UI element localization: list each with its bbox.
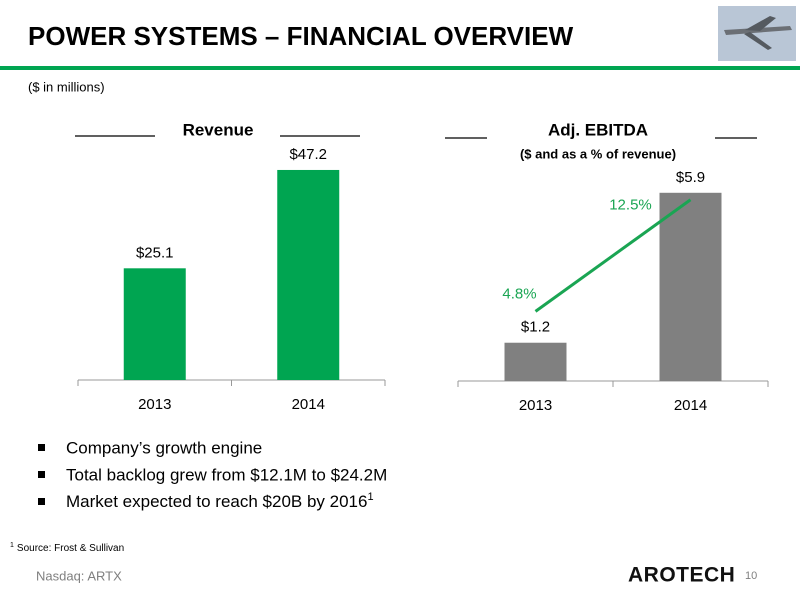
line-label: 4.8% bbox=[502, 285, 536, 302]
bullets: Company’s growth engine Total backlog gr… bbox=[38, 438, 387, 511]
footnote: 1 Source: Frost & Sullivan bbox=[10, 542, 124, 554]
bullet-marker bbox=[38, 471, 45, 478]
data-label: $25.1 bbox=[136, 244, 174, 261]
line-label: 12.5% bbox=[609, 197, 652, 214]
bullet-text: Company’s growth engine bbox=[66, 438, 262, 457]
chart-title: Adj. EBITDA bbox=[548, 120, 648, 139]
x-tick-label: 2014 bbox=[292, 396, 325, 413]
chart-title: Revenue bbox=[183, 120, 254, 139]
bar bbox=[659, 192, 722, 381]
footnote-text: Source: Frost & Sullivan bbox=[17, 543, 124, 554]
x-tick-label: 2013 bbox=[519, 397, 552, 414]
header-rule bbox=[0, 66, 800, 70]
title-rules bbox=[75, 135, 757, 139]
bullet-text: Market expected to reach $20B by 2016 bbox=[66, 492, 367, 511]
footnote-ref: 1 bbox=[367, 491, 373, 503]
bar bbox=[504, 342, 567, 381]
x-tick-label: 2013 bbox=[138, 396, 171, 413]
x-tick-label: 2014 bbox=[674, 397, 707, 414]
footnote-marker: 1 bbox=[10, 542, 14, 549]
slide-title: POWER SYSTEMS – FINANCIAL OVERVIEW bbox=[28, 21, 574, 51]
drone-image bbox=[718, 6, 796, 61]
bullet-text: Market expected to reach $20B by 20161 bbox=[66, 491, 374, 512]
bar bbox=[123, 268, 186, 380]
bullet-text: Total backlog grew from $12.1M to $24.2M bbox=[66, 465, 387, 484]
data-label: $1.2 bbox=[521, 319, 550, 336]
bullet-marker bbox=[38, 444, 45, 451]
line-series bbox=[534, 198, 692, 313]
bar bbox=[277, 169, 340, 380]
data-label: $5.9 bbox=[676, 169, 705, 186]
ticker: Nasdaq: ARTX bbox=[36, 568, 122, 583]
data-label: $47.2 bbox=[289, 146, 327, 163]
chart-subtitle: ($ and as a % of revenue) bbox=[520, 146, 676, 161]
bullet-marker bbox=[38, 498, 45, 505]
page-number: 10 bbox=[745, 570, 757, 582]
units-note: ($ in millions) bbox=[28, 79, 105, 94]
logo: AROTECH bbox=[628, 564, 735, 587]
